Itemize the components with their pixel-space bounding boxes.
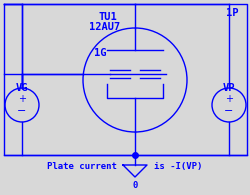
Text: −: − [17, 106, 26, 116]
Text: TU1: TU1 [98, 12, 117, 22]
Text: −: − [224, 106, 233, 116]
Text: +: + [224, 94, 232, 104]
Text: Plate current: Plate current [47, 162, 116, 171]
Text: +: + [18, 94, 26, 104]
Text: 12AU7: 12AU7 [89, 22, 120, 32]
Text: is -I(VP): is -I(VP) [153, 162, 202, 171]
Text: VP: VP [222, 83, 234, 93]
Text: 1G: 1G [94, 48, 106, 58]
Text: VG: VG [16, 83, 28, 93]
Text: 1P: 1P [225, 8, 237, 18]
Text: 0: 0 [132, 181, 137, 190]
